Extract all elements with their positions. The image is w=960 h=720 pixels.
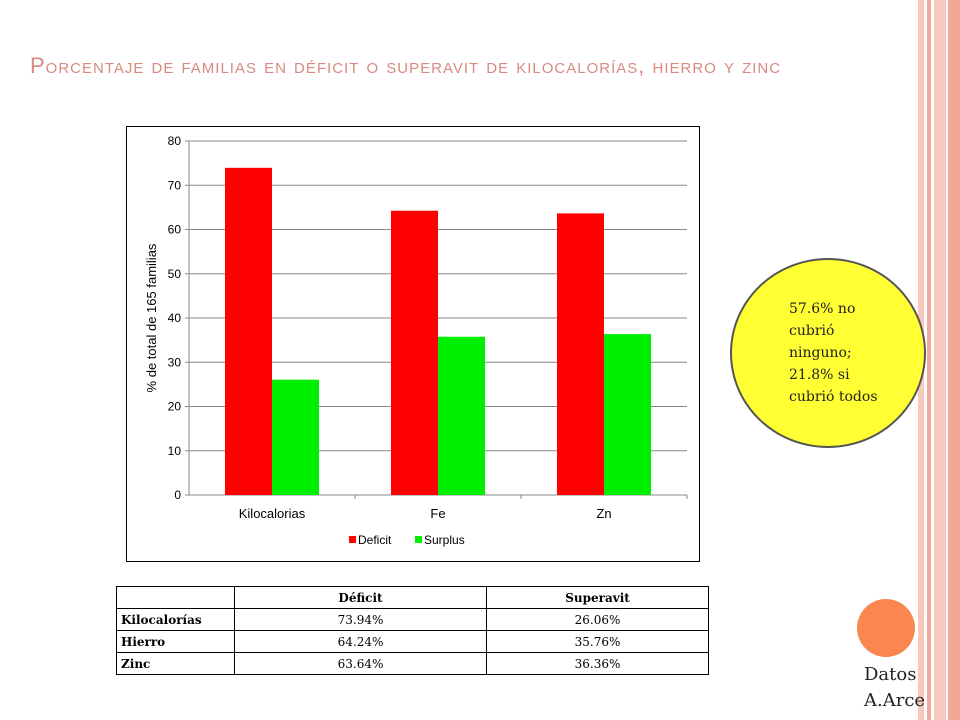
- table-row-label: Zinc: [116, 652, 235, 675]
- y-tick-label: 10: [168, 444, 182, 458]
- x-tick-label: Fe: [430, 506, 445, 521]
- table-row: Hierro 64.24% 35.76%: [116, 630, 709, 653]
- y-tick-label: 20: [168, 400, 182, 414]
- data-table: Déficit Superavit Kilocalorías 73.94% 26…: [116, 586, 709, 675]
- callout-line: ninguno;: [789, 345, 852, 361]
- table-cell-superavit: 36.36%: [486, 652, 709, 675]
- callout-text: 57.6% no cubrió ninguno; 21.8% si cubrió…: [789, 298, 909, 408]
- bar-chart: 0 10 20 30 40 50 60 70 80 % de total de 165 famil…: [126, 126, 700, 562]
- bar-surplus: [272, 379, 319, 495]
- table-cell-superavit: 35.76%: [486, 630, 709, 653]
- bar-deficit: [557, 213, 604, 495]
- x-tick-label: Kilocalorias: [239, 506, 306, 521]
- y-tick-label: 80: [168, 134, 182, 148]
- table-cell-deficit: 73.94%: [234, 608, 487, 631]
- y-axis-label: % de total de 165 familias: [144, 243, 159, 392]
- decorative-stripe-2: [927, 0, 931, 720]
- table-row: Kilocalorías 73.94% 26.06%: [116, 608, 709, 631]
- table-row-label: Hierro: [116, 630, 235, 653]
- decorative-circle: [857, 599, 915, 657]
- x-tick-label: Zn: [596, 506, 611, 521]
- callout-line: 57.6% no: [789, 301, 856, 317]
- y-tick-label: 60: [168, 223, 182, 237]
- bar-surplus: [604, 334, 651, 495]
- summary-callout: 57.6% no cubrió ninguno; 21.8% si cubrió…: [730, 258, 926, 448]
- bar-surplus: [438, 336, 485, 495]
- bar-deficit: [391, 210, 438, 495]
- decorative-stripe-4: [948, 0, 960, 720]
- table-header-superavit: Superavit: [486, 586, 709, 609]
- table-row: Zinc 63.64% 36.36%: [116, 652, 709, 675]
- y-tick-label: 50: [168, 267, 182, 281]
- legend-label-surplus: Surplus: [424, 533, 465, 547]
- data-credit: Datos A.Arce: [864, 662, 954, 714]
- table-row-label: Kilocalorías: [116, 608, 235, 631]
- callout-line: cubrió todos: [789, 389, 878, 405]
- table-cell-deficit: 64.24%: [234, 630, 487, 653]
- table-header-row: Déficit Superavit: [116, 586, 709, 609]
- chart-svg: 0 10 20 30 40 50 60 70 80 % de total de 165 famil…: [144, 134, 688, 547]
- credit-line: A.Arce: [864, 690, 926, 711]
- table-cell-deficit: 63.64%: [234, 652, 487, 675]
- credit-line: Datos: [864, 664, 917, 685]
- legend-swatch-deficit: [349, 536, 356, 543]
- y-tick-label: 0: [174, 488, 181, 502]
- callout-line: 21.8% si: [789, 367, 850, 383]
- bar-deficit: [225, 167, 272, 495]
- table-header-deficit: Déficit: [234, 586, 487, 609]
- table-cell-superavit: 26.06%: [486, 608, 709, 631]
- callout-line: cubrió: [789, 323, 835, 339]
- decorative-stripe-3: [934, 0, 946, 720]
- slide-title: Porcentaje de familias en déficit o supe…: [30, 53, 782, 78]
- table-header-empty: [116, 586, 235, 609]
- legend-swatch-surplus: [415, 536, 422, 543]
- legend-label-deficit: Deficit: [358, 533, 392, 547]
- y-tick-label: 30: [168, 355, 182, 369]
- y-tick-label: 40: [168, 311, 182, 325]
- y-tick-label: 70: [168, 178, 182, 192]
